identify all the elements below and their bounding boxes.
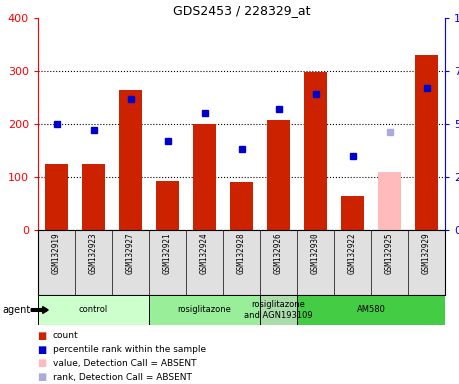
Bar [193,124,216,230]
Text: GSM132927: GSM132927 [126,232,135,273]
Bar [415,55,437,230]
Text: GSM132928: GSM132928 [237,232,246,273]
Bar [378,172,401,230]
Bar [119,89,141,230]
Bar [45,164,67,230]
Text: control: control [79,306,108,314]
Text: value, Detection Call = ABSENT: value, Detection Call = ABSENT [53,359,196,368]
Text: ■: ■ [37,372,46,382]
Text: ■: ■ [37,344,46,354]
Bar [149,295,260,325]
Text: ■: ■ [37,331,46,341]
Text: AM580: AM580 [357,306,386,314]
Text: GSM132925: GSM132925 [385,232,394,273]
Bar [83,164,105,230]
Bar [157,181,179,230]
Text: GSM132924: GSM132924 [200,232,209,273]
Text: agent: agent [2,305,31,315]
Bar [304,72,327,230]
Text: rosiglitazone: rosiglitazone [178,306,231,314]
Text: GSM132930: GSM132930 [311,232,320,273]
Text: GSM132926: GSM132926 [274,232,283,273]
Text: rosiglitazone
and AGN193109: rosiglitazone and AGN193109 [244,300,313,320]
Text: rank, Detection Call = ABSENT: rank, Detection Call = ABSENT [53,372,192,382]
Text: GSM132922: GSM132922 [348,232,357,273]
Text: GSM132919: GSM132919 [52,232,61,273]
Text: percentile rank within the sample: percentile rank within the sample [53,345,206,354]
Bar [268,120,290,230]
Text: GSM132923: GSM132923 [89,232,98,273]
Text: count: count [53,331,78,340]
Bar [230,182,252,230]
Text: GSM132921: GSM132921 [163,232,172,273]
Text: GSM132929: GSM132929 [422,232,431,273]
Title: GDS2453 / 228329_at: GDS2453 / 228329_at [173,4,310,17]
Bar [341,195,364,230]
Bar [297,295,445,325]
Bar [260,295,297,325]
Bar [38,295,149,325]
Text: ■: ■ [37,358,46,368]
